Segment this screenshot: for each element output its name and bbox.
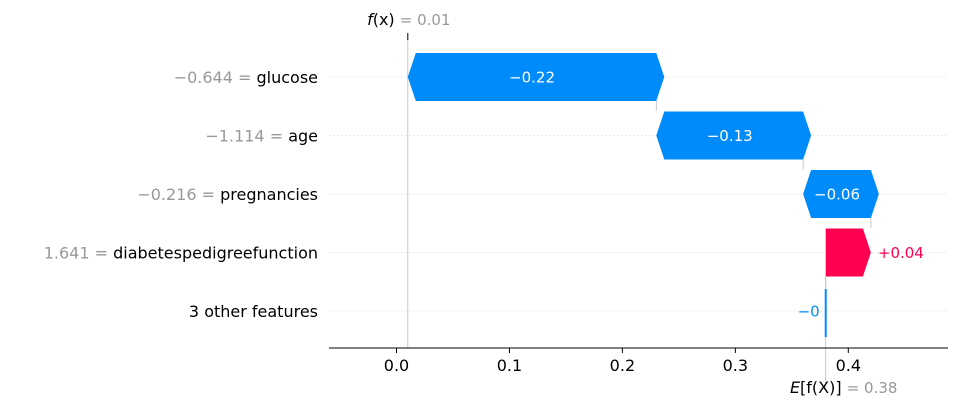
feature-value: −0.644 =	[174, 68, 257, 87]
feature-name: age	[288, 127, 318, 146]
bar-value-label: −0.22	[509, 69, 555, 87]
feature-label: −0.644 = glucose	[174, 68, 318, 87]
bar-value-label: −0.06	[814, 186, 860, 204]
expected-label: E[f(X)] = 0.38	[790, 378, 898, 397]
bar-age	[656, 111, 812, 160]
bar-value-label: +0.04	[878, 244, 924, 262]
feature-name: pregnancies	[220, 185, 318, 204]
fx-symbol-args: (x)	[373, 10, 400, 29]
feature-label: 1.641 = diabetespedigreefunction	[44, 244, 318, 263]
feature-name: 3 other features	[189, 302, 318, 321]
x-tick-label: 0.1	[497, 356, 522, 375]
feature-label: 3 other features	[189, 302, 318, 321]
bar-glucose	[407, 53, 665, 101]
bars: −0.22 −0.13 −0.06 +0.04 −0	[407, 53, 924, 337]
bar-diabetespedigreefunction	[825, 228, 871, 277]
expected-symbol: E	[790, 378, 801, 397]
feature-value: 1.641 =	[44, 244, 113, 263]
bar-value-label: −0	[798, 303, 820, 321]
feature-label: −0.216 = pregnancies	[137, 185, 318, 204]
feature-labels: −0.644 = glucose −1.114 = age −0.216 = pre…	[44, 68, 318, 321]
feature-value: −0.216 =	[137, 185, 220, 204]
expected-symbol-args: [f(X)]	[800, 378, 847, 397]
bar-pregnancies	[803, 170, 879, 218]
expected-value: = 0.38	[847, 379, 898, 397]
bar-value-label: −0.13	[707, 127, 753, 145]
x-tick-label: 0.4	[836, 356, 861, 375]
expected-annotation: E[f(X)] = 0.38	[790, 378, 898, 397]
x-tick-label: 0.2	[610, 356, 635, 375]
feature-name: diabetespedigreefunction	[113, 244, 318, 263]
fx-label: f(x) = 0.01	[367, 10, 450, 29]
x-tick-label: 0.0	[384, 356, 409, 375]
feature-label: −1.114 = age	[205, 127, 318, 146]
x-tick-label: 0.3	[723, 356, 748, 375]
feature-value: −1.114 =	[205, 127, 288, 146]
fx-annotation: f(x) = 0.01	[367, 10, 451, 40]
feature-name: glucose	[256, 68, 318, 87]
fx-symbol: f	[367, 10, 375, 29]
fx-value: = 0.01	[400, 11, 451, 29]
x-axis: 0.0 0.1 0.2 0.3 0.4	[329, 347, 948, 375]
